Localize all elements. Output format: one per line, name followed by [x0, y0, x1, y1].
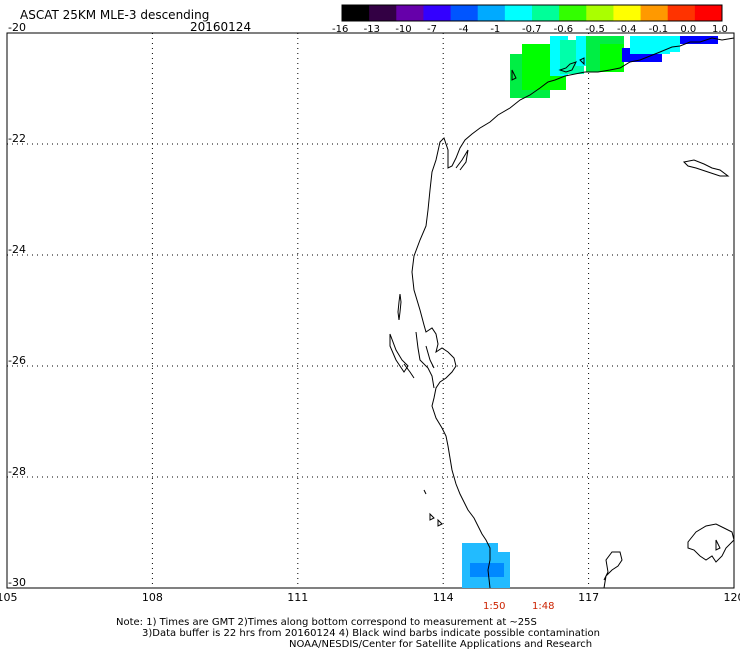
colorbar-label: -7 [427, 24, 437, 35]
longitude-label: 105 [0, 591, 18, 604]
latitude-label: -30 [8, 576, 26, 589]
latitude-label: -24 [8, 243, 26, 256]
colorbar-label: -0.4 [617, 24, 637, 35]
coastline [389, 37, 735, 589]
colorbar-swatch [559, 5, 587, 21]
colorbar-swatch [667, 5, 696, 21]
longitude-label: 120 [723, 591, 740, 604]
note-line-1: Note: 1) Times are GMT 2)Times along bot… [116, 617, 537, 628]
colorbar-label: -10 [395, 24, 412, 35]
note-line-3: NOAA/NESDIS/Center for Satellite Applica… [289, 639, 593, 650]
colorbar-swatch [613, 5, 642, 21]
colorbar-label: 1.0 [712, 24, 728, 35]
coastline-southeast [603, 551, 623, 589]
time-label-0: 1:50 [483, 601, 506, 612]
wind-swath-cell [660, 36, 680, 52]
colorbar-frame [341, 4, 723, 22]
longitude-label: 108 [141, 591, 163, 604]
colorbar-swatch [640, 5, 669, 21]
colorbar-label: -0.6 [553, 24, 574, 35]
colorbar-swatch [477, 5, 506, 21]
dirk-hartog-island [397, 293, 402, 321]
map-date: 20160124 [190, 20, 252, 34]
coastline-shark-bay [403, 331, 435, 389]
colorbar-swatch [369, 5, 397, 21]
longitude-label: 117 [578, 591, 600, 604]
colorbar-swatch [694, 5, 723, 21]
latitude-label: -26 [8, 354, 26, 367]
colorbar-label: -1 [490, 24, 501, 35]
graticule [6, 32, 735, 589]
latitude-label: -22 [8, 132, 26, 145]
latitude-label: -20 [8, 21, 26, 34]
latitude-label: -28 [8, 465, 26, 478]
longitude-label: 114 [432, 591, 454, 604]
colorbar-label: -13 [363, 24, 380, 35]
note-line-2: 3)Data buffer is 22 hrs from 20160124 4)… [142, 628, 600, 639]
coastline-exmouth [455, 149, 469, 171]
colorbar-label: 0.0 [680, 24, 697, 35]
wind-swath-cell [470, 563, 504, 577]
island-east [682, 159, 730, 177]
longitude-label: 111 [287, 591, 309, 604]
map-frame [6, 32, 735, 589]
colorbar-swatch [504, 5, 533, 21]
colorbar-swatch [423, 5, 452, 21]
colorbar-label: -0.5 [585, 24, 605, 35]
wind-swaths [462, 36, 718, 588]
colorbar-graphic [341, 4, 723, 22]
wind-swath-cell [680, 36, 718, 44]
colorbar-swatch [450, 5, 479, 21]
islands-north [511, 57, 585, 81]
time-label-1: 1:48 [532, 601, 555, 612]
coastline-mainland [411, 37, 735, 589]
colorbar-swatch [342, 5, 370, 21]
map-title: ASCAT 25KM MLE-3 descending [20, 8, 210, 22]
colorbar-swatch [396, 5, 424, 21]
coastline-peninsula [389, 333, 409, 373]
colorbar-label: -4 [458, 24, 469, 35]
colorbar-label: -0.1 [648, 24, 669, 35]
coastline-far-southeast [687, 523, 735, 563]
colorbar-label: -16 [332, 24, 349, 35]
colorbar-swatch [586, 5, 614, 21]
colorbar-label: -0.7 [522, 24, 542, 35]
islands-south [423, 489, 443, 527]
wind-swath-cell [600, 44, 624, 72]
colorbar-swatch [532, 5, 560, 21]
